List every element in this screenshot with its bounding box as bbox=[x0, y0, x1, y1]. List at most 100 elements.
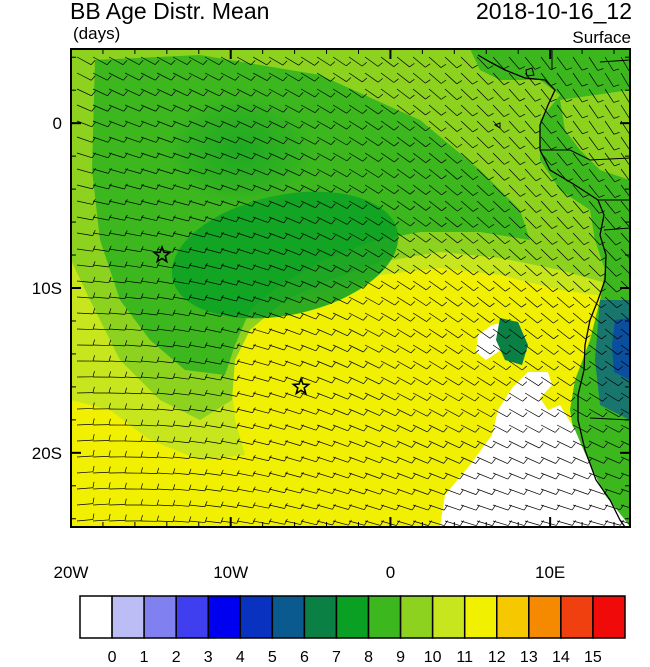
wind-barb bbox=[108, 419, 127, 426]
wind-barb bbox=[236, 454, 256, 461]
wind-barb bbox=[108, 120, 128, 128]
wind-barb bbox=[476, 408, 496, 418]
wind-barb bbox=[396, 456, 416, 464]
wind-barb bbox=[124, 183, 144, 190]
wind-barb bbox=[540, 88, 557, 102]
colorbar-swatch bbox=[592, 595, 626, 639]
wind-barb bbox=[492, 88, 510, 102]
wind-barb bbox=[604, 104, 620, 119]
wind-barb bbox=[188, 231, 208, 238]
wind-barb bbox=[508, 344, 527, 355]
wind-barb bbox=[476, 328, 495, 339]
wind-barb bbox=[252, 360, 272, 366]
wind-barb bbox=[156, 357, 176, 364]
wind-barb bbox=[364, 344, 384, 353]
wind-barb bbox=[284, 104, 304, 113]
wind-barb bbox=[76, 386, 95, 394]
y-tick-label: 0 bbox=[53, 114, 62, 133]
wind-barb bbox=[412, 472, 432, 480]
station-markers bbox=[152, 244, 311, 396]
wind-barb bbox=[92, 292, 112, 299]
wind-barb bbox=[172, 405, 192, 412]
wind-barb bbox=[428, 88, 447, 100]
wind-barb bbox=[76, 136, 96, 143]
wind-barb bbox=[76, 465, 95, 474]
wind-barb bbox=[332, 56, 352, 67]
wind-barb bbox=[588, 328, 607, 340]
wind-barb bbox=[76, 56, 96, 66]
wind-barb bbox=[348, 280, 368, 289]
wind-barb bbox=[508, 184, 526, 197]
wind-barb bbox=[476, 472, 496, 480]
coastline bbox=[477, 54, 626, 527]
wind-barb bbox=[348, 408, 368, 416]
wind-barb bbox=[572, 488, 592, 495]
wind-barb bbox=[300, 104, 320, 114]
wind-barb bbox=[204, 136, 224, 144]
wind-barb bbox=[252, 232, 272, 239]
wind-barb bbox=[572, 216, 590, 230]
wind-barb bbox=[348, 56, 367, 67]
wind-barb bbox=[476, 248, 495, 260]
wind-barb bbox=[508, 456, 528, 464]
wind-barb bbox=[108, 371, 128, 378]
wind-barb bbox=[524, 344, 543, 355]
colorbar-swatch bbox=[560, 595, 594, 639]
wind-barb bbox=[396, 472, 416, 480]
wind-barb bbox=[428, 248, 447, 259]
wind-barb bbox=[284, 280, 304, 288]
wind-barb bbox=[444, 392, 464, 402]
wind-barb bbox=[476, 488, 496, 495]
wind-barb bbox=[556, 280, 575, 293]
wind-barb bbox=[348, 184, 368, 194]
wind-barb bbox=[572, 312, 591, 324]
wind-barb bbox=[476, 120, 494, 133]
wind-barb bbox=[540, 472, 560, 480]
wind-barb bbox=[524, 136, 542, 150]
wind-barb bbox=[300, 296, 320, 304]
wind-barb bbox=[76, 355, 95, 362]
vertical-level-label: Surface bbox=[572, 28, 631, 47]
wind-barb bbox=[316, 264, 336, 273]
wind-barb bbox=[492, 184, 510, 197]
wind-barb bbox=[92, 245, 112, 252]
wind-barb bbox=[300, 136, 320, 145]
wind-barb bbox=[348, 519, 368, 526]
wind-barb bbox=[172, 136, 192, 143]
wind-barb bbox=[396, 168, 415, 179]
wind-barb bbox=[380, 296, 400, 306]
wind-barb bbox=[412, 312, 432, 322]
wind-barb bbox=[172, 389, 192, 396]
wind-barb bbox=[428, 264, 447, 275]
wind-barb bbox=[172, 421, 192, 428]
wind-barb bbox=[460, 120, 478, 133]
wind-barb bbox=[604, 472, 624, 480]
wind-barb bbox=[508, 392, 528, 402]
wind-barb bbox=[108, 136, 128, 143]
wind-barb bbox=[508, 424, 528, 433]
wind-barb bbox=[540, 216, 558, 229]
wind-barb bbox=[76, 513, 95, 522]
wind-barb bbox=[396, 120, 415, 131]
wind-barb bbox=[412, 56, 431, 68]
wind-barb bbox=[332, 344, 352, 352]
wind-barb bbox=[220, 168, 240, 175]
wind-barb bbox=[412, 216, 431, 227]
wind-barb bbox=[268, 232, 288, 240]
wind-barb bbox=[540, 280, 559, 292]
wind-barb bbox=[508, 88, 526, 102]
wind-barb bbox=[316, 136, 336, 145]
units-label: (days) bbox=[73, 24, 121, 43]
wind-barb bbox=[236, 423, 256, 429]
wind-barb bbox=[380, 440, 400, 448]
wind-barb bbox=[332, 504, 352, 510]
wind-barb bbox=[620, 344, 630, 353]
wind-barb bbox=[220, 501, 240, 508]
wind-barb bbox=[444, 312, 463, 323]
wind-barb bbox=[204, 72, 224, 81]
wind-barb bbox=[252, 168, 272, 176]
wind-barb bbox=[364, 104, 384, 115]
wind-barb bbox=[524, 184, 542, 197]
wind-barb bbox=[268, 136, 288, 145]
wind-barb bbox=[620, 376, 630, 384]
